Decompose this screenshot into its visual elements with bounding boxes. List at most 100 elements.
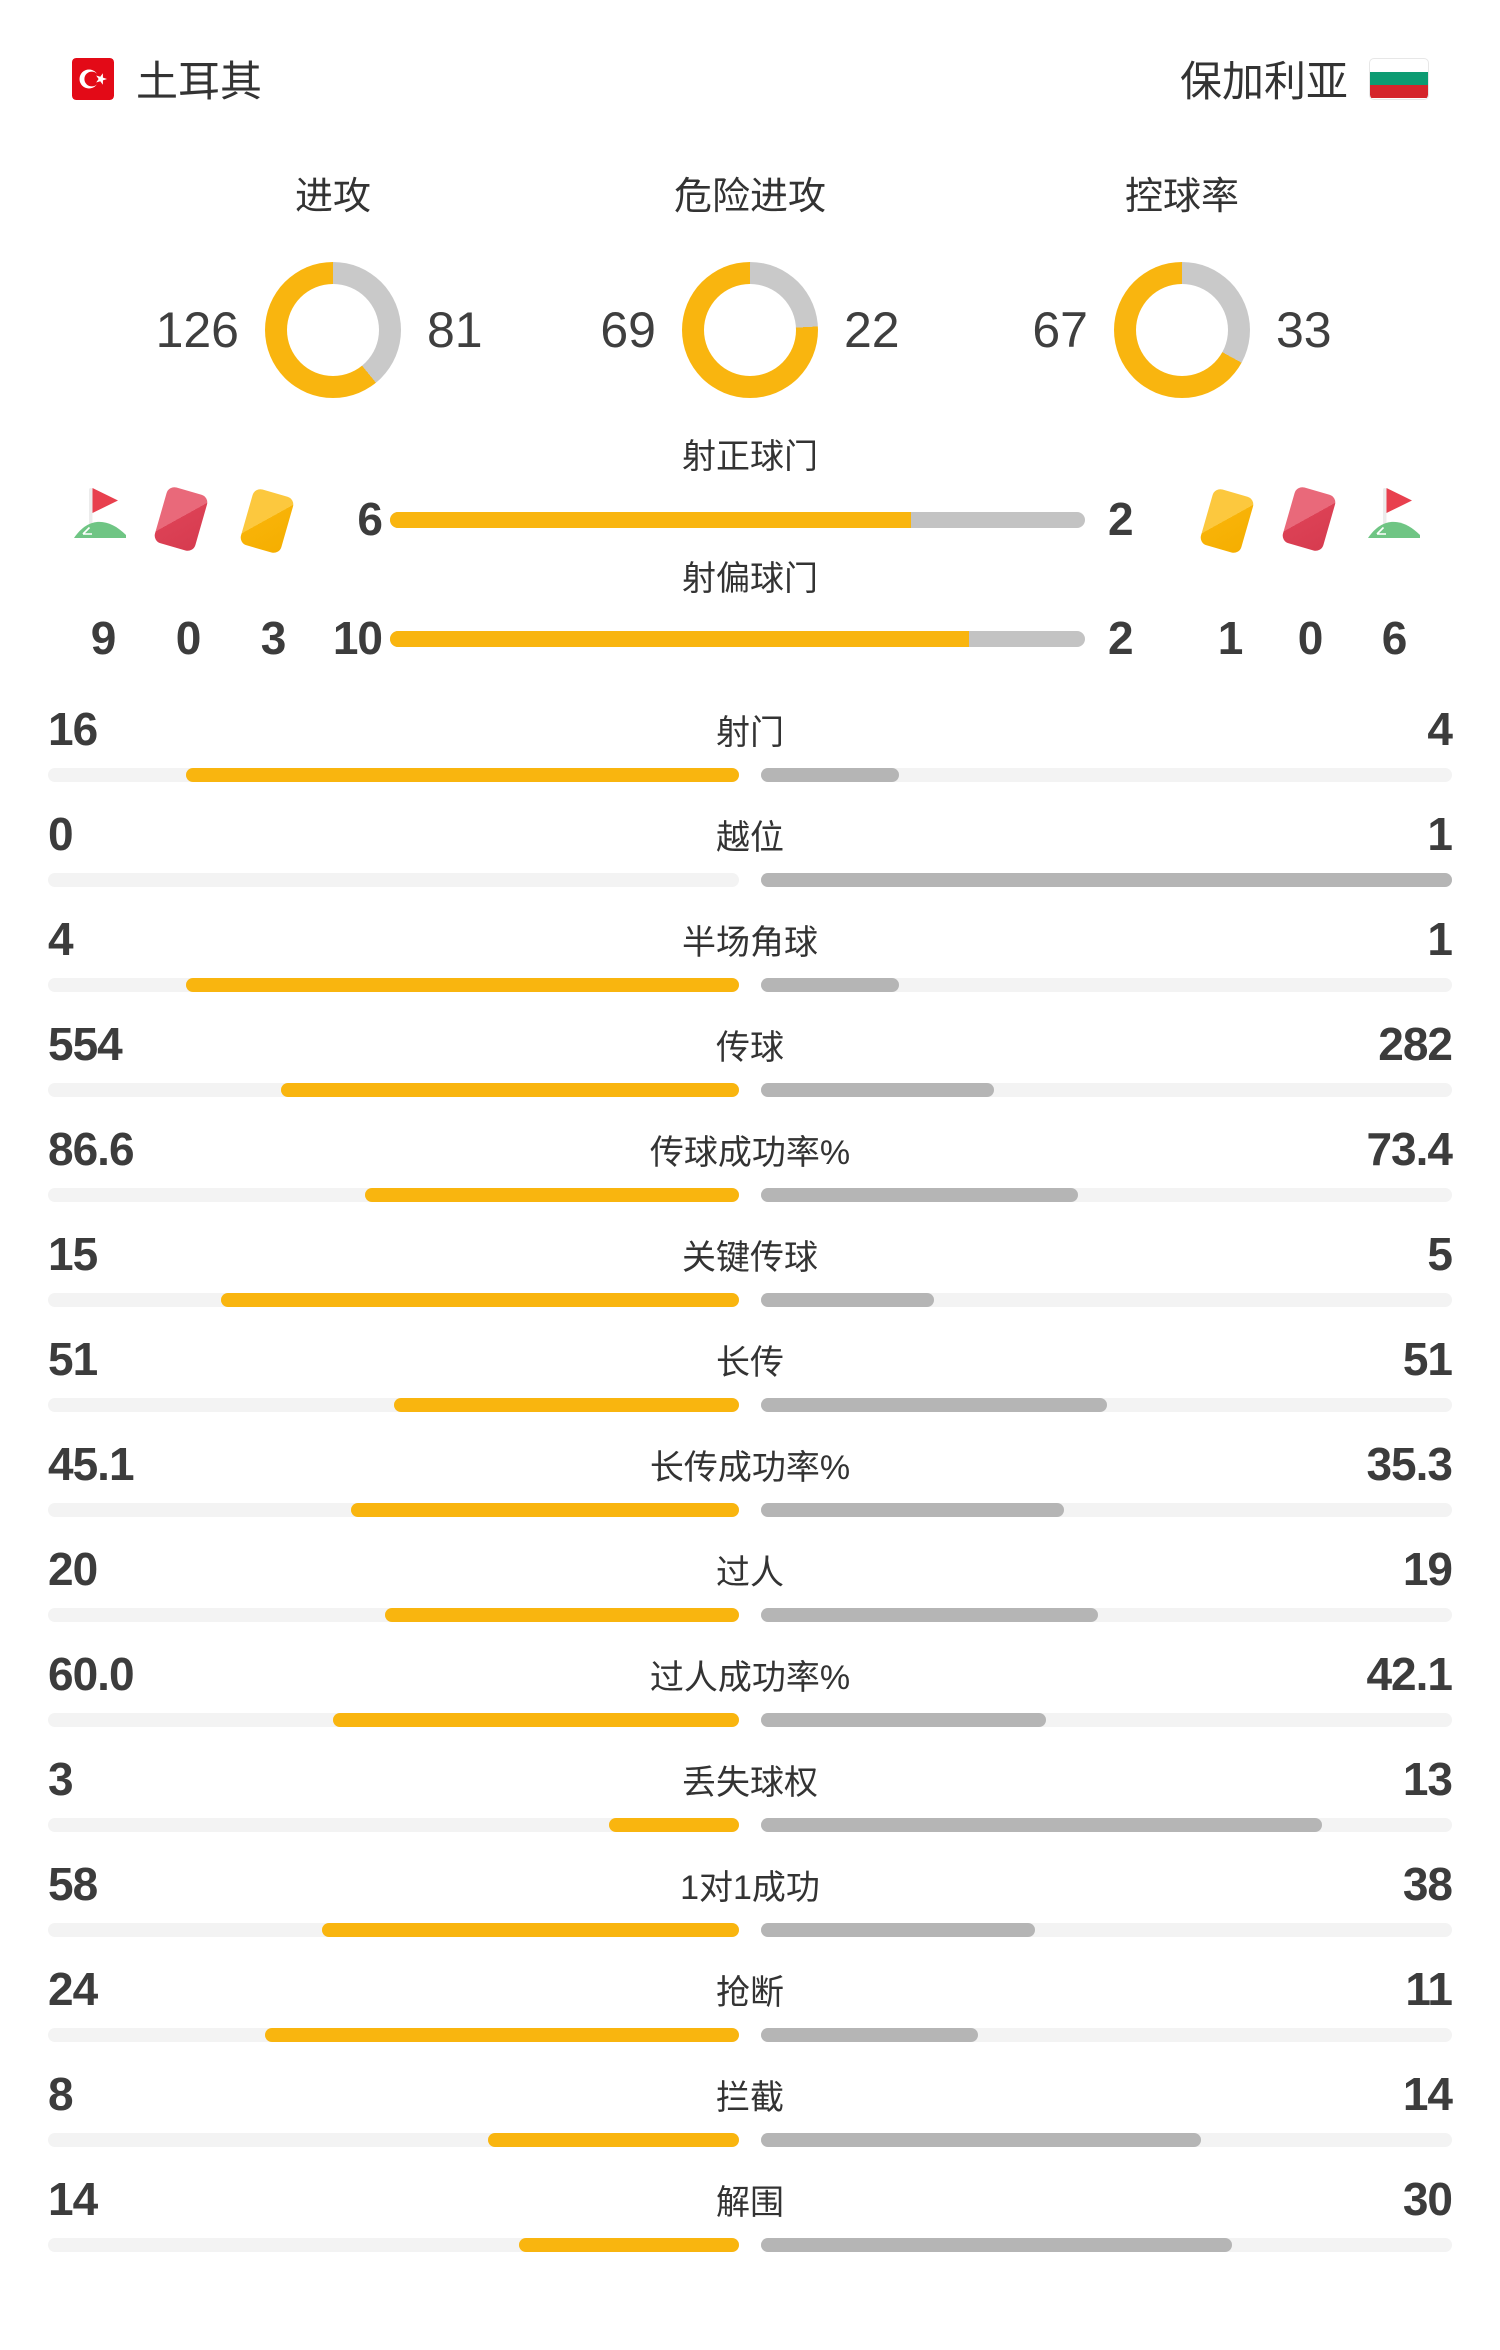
red-card-icon xyxy=(152,485,210,553)
stat-row: 16 射门 4 xyxy=(0,700,1500,805)
stat-away-value: 4 xyxy=(1427,703,1453,755)
stat-away-value: 13 xyxy=(1402,1753,1453,1805)
stat-fill-home xyxy=(265,2028,739,2042)
stat-rows: 16 射门 4 0 越位 1 4 半场角 xyxy=(0,700,1500,2275)
stat-home-value: 4 xyxy=(48,913,74,965)
home-bar-track xyxy=(48,1083,739,1097)
stat-home-value: 58 xyxy=(48,1858,98,1910)
stat-away-value: 19 xyxy=(1402,1543,1453,1595)
away-yellow-cards-count: 1 xyxy=(1217,612,1244,664)
home-bar-track xyxy=(48,2028,739,2042)
stat-row: 554 传球 282 xyxy=(0,1015,1500,1120)
home-bar-track xyxy=(48,768,739,782)
away-bar-track xyxy=(761,1608,1452,1622)
shots-on-target-home: 6 xyxy=(357,493,383,545)
stat-row: 4 半场角球 1 xyxy=(0,910,1500,1015)
stat-fill-home xyxy=(332,1713,739,1727)
stat-row: 20 过人 19 xyxy=(0,1540,1500,1645)
stat-row: 0 越位 1 xyxy=(0,805,1500,910)
stat-home-value: 14 xyxy=(48,2173,98,2225)
stat-fill-away xyxy=(761,1398,1107,1412)
donut-chart xyxy=(1114,262,1250,398)
away-bar-track xyxy=(761,1503,1452,1517)
stat-home-value: 60.0 xyxy=(48,1648,135,1700)
stat-fill-away xyxy=(761,1188,1078,1202)
stat-home-value: 86.6 xyxy=(48,1123,135,1175)
stat-away-value: 51 xyxy=(1402,1333,1453,1385)
donut-title: 危险进攻 xyxy=(673,176,826,218)
shots-off-target-away: 2 xyxy=(1108,612,1134,664)
stat-label: 半场角球 xyxy=(682,924,818,962)
shots-off-target-home: 10 xyxy=(332,612,383,664)
stat-row: 45.1 长传成功率% 35.3 xyxy=(0,1435,1500,1540)
stat-label: 抢断 xyxy=(716,1974,784,2012)
home-bar-track xyxy=(48,1818,739,1832)
home-bar-track xyxy=(48,2238,739,2252)
away-bar-track xyxy=(761,1923,1452,1937)
home-bar-track xyxy=(48,978,739,992)
stat-label: 关键传球 xyxy=(682,1239,818,1277)
away-bar-track xyxy=(761,2238,1452,2252)
stat-row: 60.0 过人成功率% 42.1 xyxy=(0,1645,1500,1750)
home-bar-track xyxy=(48,1713,739,1727)
donut-group: 控球率 67 33 xyxy=(976,165,1388,398)
stat-away-value: 35.3 xyxy=(1366,1438,1453,1490)
stat-row: 3 丢失球权 13 xyxy=(0,1750,1500,1855)
donut-title: 控球率 xyxy=(1124,176,1239,218)
away-bar-track xyxy=(761,1713,1452,1727)
home-bar-track xyxy=(48,873,739,887)
stat-fill-away xyxy=(761,1293,934,1307)
stat-fill-home xyxy=(220,1293,739,1307)
stat-label: 拦截 xyxy=(716,2079,784,2117)
stat-home-value: 20 xyxy=(48,1543,98,1595)
donut-chart xyxy=(682,262,818,398)
stat-row: 58 1对1成功 38 xyxy=(0,1855,1500,1960)
away-bar-track xyxy=(761,1818,1452,1832)
home-bar-track xyxy=(48,1188,739,1202)
stat-fill-away xyxy=(761,1713,1046,1727)
stat-away-value: 11 xyxy=(1405,1963,1453,2015)
home-bar-track xyxy=(48,1293,739,1307)
stat-home-value: 24 xyxy=(48,1963,98,2015)
donut-away-value: 22 xyxy=(844,302,900,358)
away-corners-count: 6 xyxy=(1381,612,1408,664)
stat-fill-home xyxy=(609,1818,739,1832)
stat-home-value: 15 xyxy=(48,1228,98,1280)
stat-away-value: 282 xyxy=(1378,1018,1453,1070)
stat-fill-away xyxy=(761,1608,1098,1622)
stat-fill-away xyxy=(761,1923,1035,1937)
stat-row: 14 解围 30 xyxy=(0,2170,1500,2275)
stat-away-value: 14 xyxy=(1402,2068,1453,2120)
away-bar-track xyxy=(761,2133,1452,2147)
match-header: 土耳其 保加利亚 xyxy=(72,48,1429,109)
stat-label: 传球成功率% xyxy=(649,1134,851,1172)
away-bar-track xyxy=(761,1188,1452,1202)
stat-home-value: 0 xyxy=(48,808,74,860)
stat-row: 15 关键传球 5 xyxy=(0,1225,1500,1330)
stat-away-value: 1 xyxy=(1427,808,1453,860)
donut-group: 危险进攻 69 22 xyxy=(544,165,956,398)
away-team-name: 保加利亚 xyxy=(1179,58,1348,105)
corner-flag-icon xyxy=(1368,488,1420,538)
donut-home-value: 126 xyxy=(155,302,239,358)
stat-home-value: 51 xyxy=(48,1333,98,1385)
away-team: 保加利亚 xyxy=(1179,48,1429,109)
stat-away-value: 38 xyxy=(1402,1858,1453,1910)
stat-label: 射门 xyxy=(716,714,784,752)
home-bar-track xyxy=(48,1923,739,1937)
donut-away-value: 33 xyxy=(1276,302,1332,358)
stat-label: 传球 xyxy=(716,1029,784,1067)
stat-fill-home xyxy=(321,1923,739,1937)
away-bar-track xyxy=(761,1398,1452,1412)
h2h-fill-home xyxy=(390,631,970,647)
stat-label: 解围 xyxy=(716,2184,784,2222)
stat-row: 8 拦截 14 xyxy=(0,2065,1500,2170)
stat-label: 过人成功率% xyxy=(649,1659,851,1697)
stat-label: 过人 xyxy=(716,1554,784,1592)
donut-chart xyxy=(265,262,401,398)
home-red-cards-count: 0 xyxy=(175,612,202,664)
stat-home-value: 8 xyxy=(48,2068,74,2120)
home-corners-count: 9 xyxy=(90,612,117,664)
stat-home-value: 16 xyxy=(48,703,98,755)
home-bar-track xyxy=(48,1608,739,1622)
